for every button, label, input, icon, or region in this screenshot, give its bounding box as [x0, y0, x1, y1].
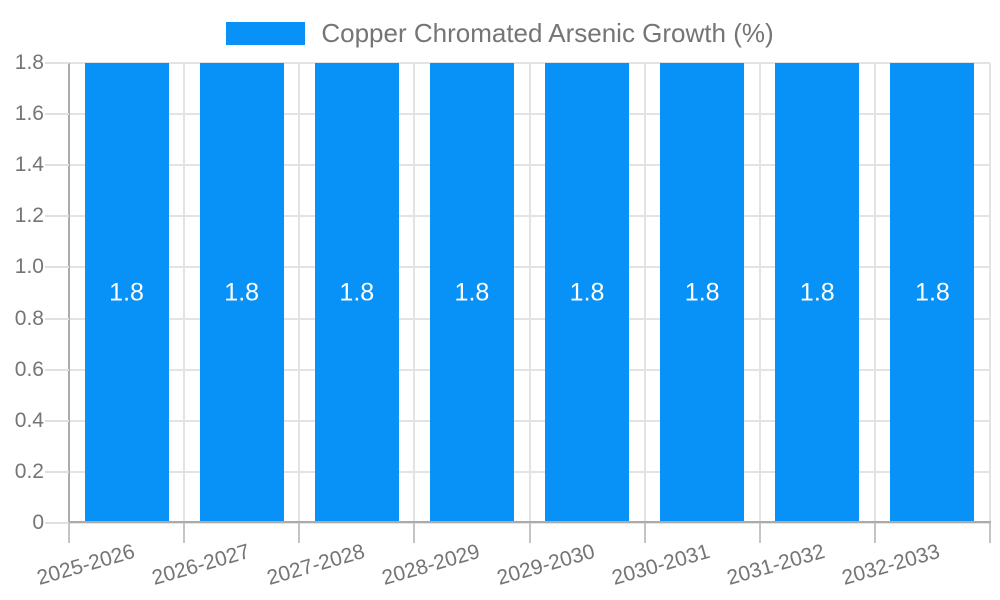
bar: 1.8: [199, 63, 284, 523]
y-tick-label: 1.4: [14, 153, 44, 177]
x-axis-tick: [68, 523, 70, 543]
x-axis-line: [68, 521, 991, 523]
bar-value-label: 1.8: [569, 278, 605, 307]
bar: 1.8: [84, 63, 169, 523]
y-axis-tick: [45, 470, 69, 473]
y-axis-line: [68, 63, 70, 523]
x-gridline: [758, 63, 761, 523]
bar-value-label: 1.8: [684, 278, 720, 307]
x-gridline: [989, 63, 991, 523]
y-tick-label: 0.8: [14, 306, 44, 330]
y-tick-label: 1.8: [14, 51, 44, 74]
x-axis-tick: [873, 523, 876, 543]
legend-swatch: [226, 21, 306, 45]
x-axis-tick: [643, 523, 646, 543]
y-tick-label: 1.0: [14, 255, 44, 279]
x-axis-tick: [183, 523, 186, 543]
y-axis-tick: [45, 62, 69, 64]
y-axis-tick: [45, 522, 69, 524]
bar-value-label: 1.8: [915, 278, 950, 307]
y-tick-label: 1.2: [14, 204, 44, 228]
x-gridline: [298, 63, 301, 523]
x-axis-tick: [413, 523, 416, 543]
x-axis-tick: [298, 523, 301, 543]
bar: 1.8: [660, 63, 745, 523]
bar-value-label: 1.8: [224, 278, 260, 307]
bar: 1.8: [890, 63, 975, 523]
y-axis-tick: [45, 317, 69, 320]
x-gridline: [643, 63, 646, 523]
x-gridline: [873, 63, 876, 523]
y-axis-tick: [45, 419, 69, 422]
y-tick-label: 1.6: [14, 102, 44, 126]
y-axis-tick: [45, 215, 69, 218]
y-axis-tick: [45, 164, 69, 167]
bar-value-label: 1.8: [109, 278, 144, 307]
bar: 1.8: [545, 63, 630, 523]
bar-value-label: 1.8: [799, 278, 835, 307]
x-axis-tick: [989, 523, 991, 543]
plot-area: 1.8 1.8 1.8 1.8 1.8 1.8 1.8 1.8: [69, 62, 991, 524]
x-axis-tick: [528, 523, 531, 543]
bar-value-label: 1.8: [454, 278, 490, 307]
y-axis-tick: [45, 113, 69, 116]
y-tick-label: 0.2: [14, 459, 44, 483]
y-tick-label: 0: [32, 511, 44, 534]
legend-label: Copper Chromated Arsenic Growth (%): [321, 18, 774, 48]
bar-value-label: 1.8: [339, 278, 375, 307]
bar: 1.8: [775, 63, 860, 523]
y-tick-label: 0.6: [14, 357, 44, 381]
y-axis-tick: [45, 368, 69, 371]
y-axis-tick: [45, 266, 69, 269]
y-tick-label: 0.4: [14, 408, 44, 432]
x-gridline: [528, 63, 531, 523]
bar: 1.8: [429, 63, 514, 523]
x-axis-tick: [758, 523, 761, 543]
x-gridline: [413, 63, 416, 523]
legend-item[interactable]: Copper Chromated Arsenic Growth (%): [0, 16, 1000, 50]
bar: 1.8: [314, 63, 399, 523]
x-gridline: [183, 63, 186, 523]
